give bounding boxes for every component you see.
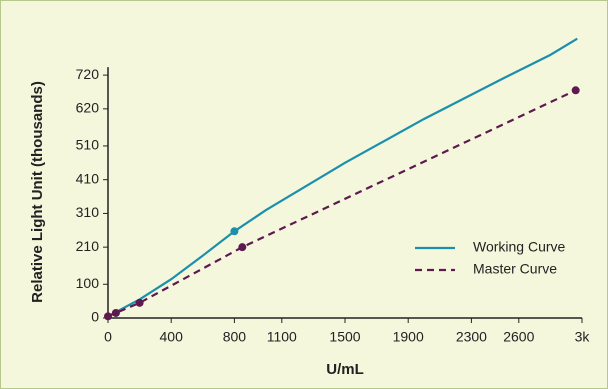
data-point (111, 308, 120, 317)
x-axis-label: U/mL (326, 361, 364, 378)
x-tick-label: 1900 (393, 329, 424, 345)
y-tick-label: 620 (76, 100, 100, 116)
x-tick-label: 3k (575, 329, 591, 345)
x-tick-label: 2300 (456, 329, 487, 345)
data-point (571, 86, 580, 95)
y-tick-label: 0 (91, 309, 99, 325)
y-tick-label: 310 (76, 204, 100, 220)
series-line (107, 37, 578, 318)
y-axis-label: Relative Light Unit (thousands) (29, 81, 46, 303)
data-point (238, 243, 247, 252)
data-point (230, 227, 239, 236)
x-tick-label: 1500 (329, 329, 360, 345)
y-tick-label: 510 (76, 137, 100, 153)
legend-label: Working Curve (473, 239, 566, 255)
y-tick-label: 410 (76, 170, 100, 186)
x-tick-label: 800 (223, 329, 247, 345)
y-tick-label: 210 (76, 238, 100, 254)
legend-label: Master Curve (473, 261, 557, 277)
y-tick-label: 100 (76, 275, 100, 291)
x-tick-label: 0 (104, 329, 112, 345)
x-tick-label: 1100 (267, 329, 297, 345)
data-point (104, 312, 112, 321)
x-tick-label: 400 (160, 329, 184, 345)
y-tick-label: 720 (76, 66, 100, 82)
x-tick-label: 2600 (503, 329, 534, 345)
data-point (135, 298, 144, 307)
